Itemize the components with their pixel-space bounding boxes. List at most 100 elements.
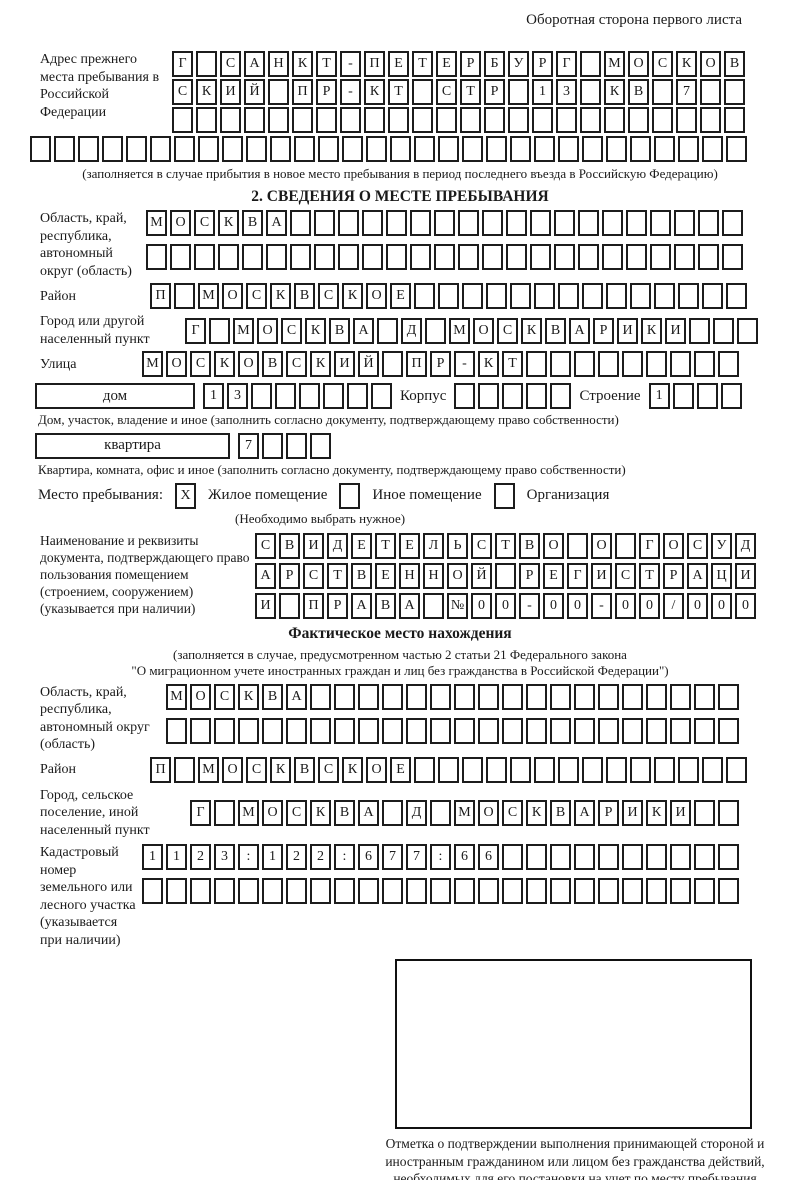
char-box: К: [238, 683, 259, 710]
char-box: [726, 136, 747, 162]
char-box: 0: [615, 593, 636, 619]
char-box: [478, 383, 500, 410]
char-box: И: [255, 593, 276, 619]
char-box: [554, 244, 575, 271]
char-box: О: [700, 51, 721, 77]
char-box: Р: [593, 317, 614, 344]
char-box: С: [318, 756, 339, 783]
char-box: [622, 351, 643, 378]
char-box: [190, 717, 211, 744]
char-box: [702, 756, 723, 783]
char-box: Л: [423, 533, 444, 559]
char-box: Р: [484, 79, 505, 105]
char-box: В: [351, 563, 372, 589]
char-box: Б: [484, 51, 505, 77]
char-box: [574, 844, 595, 870]
char-box: [454, 717, 475, 744]
char-box: Е: [351, 533, 372, 559]
char-box: -: [591, 593, 612, 619]
char-box: В: [375, 593, 396, 619]
char-box: [678, 136, 699, 162]
char-box: [550, 383, 572, 410]
char-box: [526, 683, 547, 710]
char-box: [314, 244, 335, 271]
char-box: [410, 244, 431, 271]
char-box: [580, 107, 601, 133]
char-box: [670, 878, 691, 904]
char-box: [358, 878, 379, 904]
char-box: В: [294, 283, 315, 310]
char-box: [362, 210, 383, 237]
char-box: А: [358, 799, 379, 826]
char-box: [646, 878, 667, 904]
char-box: 3: [214, 844, 235, 870]
char-box: Т: [639, 563, 660, 589]
char-box: [550, 717, 571, 744]
char-box: [506, 210, 527, 237]
char-box: Т: [460, 79, 481, 105]
char-box: 2: [286, 844, 307, 870]
char-box: [438, 283, 459, 310]
char-box: В: [628, 79, 649, 105]
char-box: [266, 244, 287, 271]
char-box: К: [196, 79, 217, 105]
char-box: [214, 717, 235, 744]
char-box: [650, 210, 671, 237]
char-box: С: [172, 79, 193, 105]
char-box: К: [526, 799, 547, 826]
char-box: П: [150, 756, 171, 783]
char-box: И: [622, 799, 643, 826]
char-box: [582, 756, 603, 783]
char-box: :: [238, 844, 259, 870]
char-box: Е: [388, 51, 409, 77]
char-box: С: [687, 533, 708, 559]
char-box: [694, 351, 715, 378]
char-box: [299, 383, 320, 410]
house-note: Дом, участок, владение и иное (заполнить…: [38, 412, 619, 428]
char-box: [290, 244, 311, 271]
char-box: [423, 593, 444, 619]
stay-type-option-label: Жилое помещение: [208, 487, 328, 504]
char-box: [502, 878, 523, 904]
char-box: [414, 136, 435, 162]
char-box: С: [281, 317, 302, 344]
char-box: [382, 351, 403, 378]
char-box: С: [194, 210, 215, 237]
char-box: [174, 756, 195, 783]
char-box: [377, 317, 398, 344]
char-box: [534, 283, 555, 310]
char-box: [737, 317, 758, 344]
char-box: [558, 756, 579, 783]
char-box: Т: [412, 51, 433, 77]
char-box: [238, 717, 259, 744]
char-box: [268, 79, 289, 105]
char-box: [286, 878, 307, 904]
char-box: 0: [543, 593, 564, 619]
char-box: К: [478, 351, 499, 378]
char-box: [720, 383, 742, 410]
page-side-note: Оборотная сторона первого листа: [526, 12, 742, 28]
char-box: [702, 136, 723, 162]
char-box: И: [617, 317, 638, 344]
char-box: -: [340, 79, 361, 105]
char-box: [713, 317, 734, 344]
cadastre-block: Кадастровый номер земельного или лесного…: [40, 844, 800, 949]
char-box: 2: [190, 844, 211, 870]
region-block: Область, край, республика, автономный ок…: [40, 210, 800, 280]
stay-type-row: Место пребывания: X Жилое помещение Иное…: [38, 482, 800, 509]
actual-region-label: Область, край, республика, автономный ок…: [40, 684, 150, 753]
char-box: [646, 844, 667, 870]
actual-region-block: Область, край, республика, автономный ок…: [40, 683, 800, 754]
char-box: [358, 683, 379, 710]
char-box: В: [242, 210, 263, 237]
char-box: [462, 136, 483, 162]
char-box: О: [366, 283, 387, 310]
char-box: [310, 683, 331, 710]
char-box: [242, 244, 263, 271]
char-box: [222, 136, 243, 162]
char-box: [454, 878, 475, 904]
